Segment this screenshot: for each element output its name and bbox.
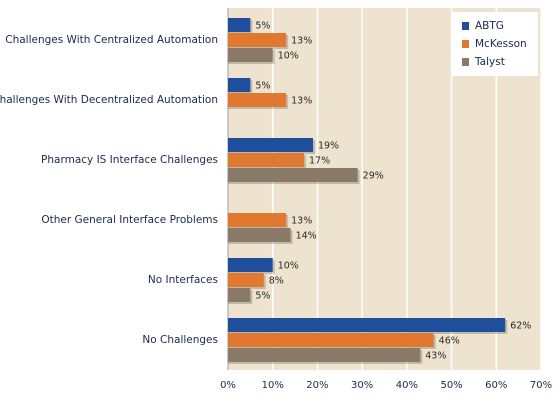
x-tick-label: 0% — [220, 380, 236, 391]
legend-swatch — [462, 40, 469, 48]
value-label: 19% — [318, 141, 339, 152]
x-tick-label: 20% — [306, 380, 328, 391]
bar — [228, 18, 251, 32]
bar — [228, 33, 287, 47]
category-label: Challenges With Decentralized Automation — [0, 94, 218, 106]
value-label: 8% — [269, 276, 284, 287]
bar — [228, 213, 287, 227]
category-label: No Interfaces — [148, 274, 218, 286]
x-tick-label: 10% — [262, 380, 284, 391]
legend-swatch — [462, 22, 469, 30]
value-label: 5% — [255, 291, 270, 302]
x-tick-label: 30% — [351, 380, 373, 391]
category-label: No Challenges — [142, 334, 218, 346]
x-tick-label: 60% — [485, 380, 507, 391]
bar — [228, 48, 273, 62]
x-tick-label: 50% — [440, 380, 462, 391]
bar — [228, 78, 251, 92]
legend-swatch — [462, 58, 469, 66]
legend-label: McKesson — [475, 38, 527, 50]
x-tick-label: 70% — [530, 380, 552, 391]
x-tick-label: 40% — [396, 380, 418, 391]
bar — [228, 333, 434, 347]
category-label: Other General Interface Problems — [41, 214, 218, 226]
bar — [228, 93, 287, 107]
value-label: 17% — [309, 156, 330, 167]
value-label: 10% — [278, 51, 299, 62]
value-label: 5% — [255, 21, 270, 32]
legend-label: Talyst — [474, 56, 505, 68]
bar — [228, 348, 421, 362]
value-label: 13% — [291, 96, 312, 107]
value-label: 10% — [278, 261, 299, 272]
bar — [228, 138, 313, 152]
value-label: 14% — [296, 231, 317, 242]
bar — [228, 273, 264, 287]
bar — [228, 153, 305, 167]
value-label: 5% — [255, 81, 270, 92]
category-label: Challenges With Centralized Automation — [5, 34, 218, 46]
value-label: 13% — [291, 216, 312, 227]
value-label: 46% — [439, 336, 460, 347]
bar — [228, 228, 291, 242]
category-label: Pharmacy IS Interface Challenges — [41, 154, 218, 166]
bar — [228, 288, 251, 302]
bar — [228, 168, 358, 182]
bar — [228, 318, 506, 332]
value-label: 29% — [363, 171, 384, 182]
value-label: 62% — [510, 321, 531, 332]
value-label: 13% — [291, 36, 312, 47]
value-label: 43% — [425, 351, 446, 362]
bar — [228, 258, 273, 272]
legend-label: ABTG — [475, 20, 504, 32]
